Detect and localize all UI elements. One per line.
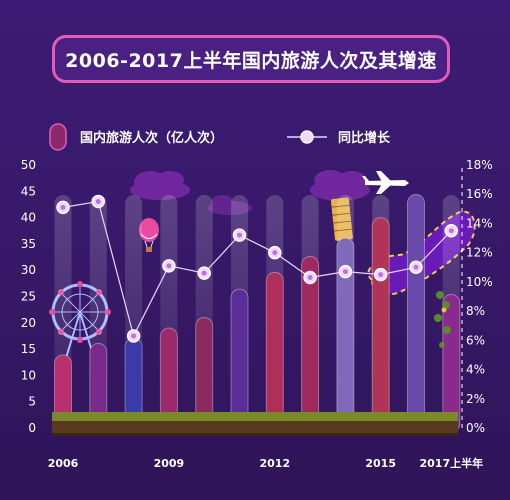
growth-point-center (378, 272, 384, 278)
growth-point-center (237, 232, 242, 238)
left-tick-label: 15 (21, 342, 36, 356)
growth-point-center (166, 263, 172, 269)
x-tick-label: 2015 (365, 457, 396, 470)
right-tick-label: 18% (466, 158, 493, 172)
right-tick-label: 0% (466, 421, 485, 435)
right-tick-label: 4% (466, 363, 485, 377)
x-tick-label: 2012 (259, 457, 290, 470)
title-box: 2006-2017上半年国内旅游人次及其增速 (52, 35, 450, 83)
growth-line-series (56, 194, 459, 343)
growth-point-center (413, 264, 419, 270)
left-tick-label: 20 (21, 316, 36, 330)
left-tick-label: 30 (21, 263, 36, 277)
right-tick-label: 2% (466, 392, 485, 406)
right-tick-label: 8% (466, 304, 485, 318)
growth-point-center (201, 270, 207, 276)
right-tick-label: 6% (466, 333, 485, 347)
x-tick-label: 2006 (48, 457, 79, 470)
airplane-icon (362, 171, 409, 194)
bar-series (54, 193, 461, 433)
legend-line-marker (300, 130, 314, 144)
growth-point-center (307, 275, 313, 281)
growth-point-center (342, 269, 348, 275)
right-tick-label: 10% (466, 275, 493, 289)
x-tick-label: 2009 (154, 457, 185, 470)
hot-air-balloon-icon (139, 218, 159, 252)
cloud-icon-right (310, 170, 370, 201)
left-tick-label: 40 (21, 211, 36, 225)
ground-strip (52, 412, 458, 436)
chart-title: 2006-2017上半年国内旅游人次及其增速 (65, 49, 437, 72)
ghost-bars (54, 195, 460, 428)
right-tick-label: 12% (466, 246, 493, 260)
right-tick-label: 14% (466, 216, 493, 230)
left-tick-label: 10 (21, 368, 36, 382)
right-axis-ticks: 0% 2% 4% 6% 8% 10% 12% 14% 16% 18% (461, 158, 493, 435)
bar-2015 (371, 217, 390, 433)
vine-icon (434, 291, 451, 348)
growth-point-center (272, 250, 278, 256)
left-tick-label: 0 (28, 421, 36, 435)
x-tick-label: 2017上半年 (419, 456, 483, 470)
left-tick-label: 50 (21, 158, 36, 172)
bar-2016 (407, 193, 425, 433)
legend: 国内旅游人次（亿人次） 同比增长 (49, 123, 391, 151)
legend-bar-swatch (49, 123, 67, 151)
left-tick-label: 45 (21, 184, 36, 198)
left-axis-ticks: 0 5 10 15 20 25 30 35 40 45 50 (21, 158, 36, 435)
legend-line-label: 同比增长 (338, 130, 391, 146)
bar-2012 (265, 271, 284, 433)
bar-2017上半年 (442, 293, 461, 433)
x-axis-ticks: 2006 2009 2012 2015 2017上半年 (48, 456, 483, 470)
left-tick-label: 35 (21, 237, 36, 251)
growth-point-center (95, 199, 101, 205)
left-tick-label: 25 (21, 290, 36, 304)
growth-point-center (448, 228, 454, 234)
left-tick-label: 5 (28, 395, 36, 409)
right-tick-label: 16% (466, 187, 493, 201)
growth-point-center (60, 204, 66, 210)
bar-2011 (230, 288, 249, 433)
growth-point-center (131, 333, 137, 339)
legend-bar-label: 国内旅游人次（亿人次） (80, 130, 223, 146)
cloud-icon (130, 171, 190, 200)
